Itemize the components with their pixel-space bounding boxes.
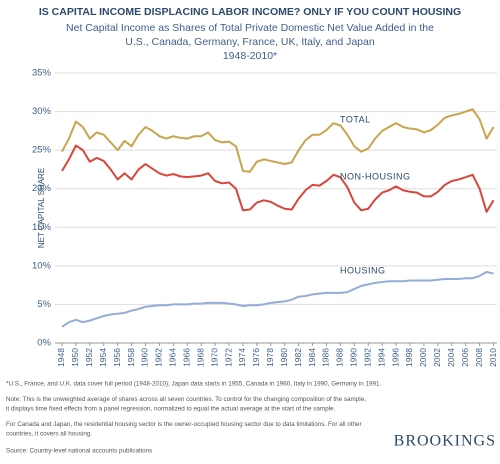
series-line (61, 108, 495, 173)
y-tick-label: 10% (32, 260, 52, 271)
x-tick-label: 1982 (293, 348, 303, 367)
x-tick-label: 2006 (460, 348, 470, 367)
x-tick-label: 1958 (126, 348, 136, 367)
y-tick-label: 20% (32, 183, 52, 194)
footnote: *U.S., France, and U.K. data cover full … (6, 381, 381, 388)
x-tick-label: 1976 (251, 348, 261, 367)
x-tick-label: 1978 (265, 348, 275, 367)
x-tick-label: 1990 (349, 348, 359, 367)
x-tick-label: 1988 (335, 348, 345, 367)
x-tick-label: 1948 (56, 348, 66, 367)
x-tick-label: 1962 (154, 348, 164, 367)
footnote: Note: This is the unweighted average of … (6, 396, 366, 403)
x-tick-label: 1984 (307, 348, 317, 367)
x-tick-label: 1964 (168, 348, 178, 367)
x-tick-label: 1956 (112, 348, 122, 367)
y-tick-label: 0% (37, 338, 51, 349)
x-tick-label: 2000 (418, 348, 428, 367)
x-tick-label: 2008 (474, 348, 484, 367)
y-tick-label: 15% (32, 222, 52, 233)
y-tick-label: 5% (37, 299, 51, 310)
x-tick-label: 1998 (404, 348, 414, 367)
x-tick-label: 1994 (376, 348, 386, 367)
subtitle: U.S., Canada, Germany, France, UK, Italy… (125, 36, 375, 48)
x-tick-label: 1968 (195, 348, 205, 367)
y-tick-label: 35% (32, 68, 52, 79)
series-label: HOUSING (340, 265, 386, 275)
x-tick-label: 1960 (140, 348, 150, 367)
x-tick-label: 1950 (70, 348, 80, 367)
y-tick-label: 25% (32, 145, 52, 156)
x-tick-label: 1992 (362, 348, 372, 367)
chart-title: IS CAPITAL INCOME DISPLACING LABOR INCOM… (39, 6, 461, 18)
x-tick-label: 2004 (446, 348, 456, 367)
x-tick-label: 1974 (237, 348, 247, 367)
y-tick-label: 30% (32, 106, 52, 117)
x-tick-label: 2002 (432, 348, 442, 367)
x-tick-label: 1970 (209, 348, 219, 367)
footnote: it displays time fixed effects from a pa… (6, 406, 335, 413)
x-tick-label: 2010 (488, 348, 498, 367)
x-tick-label: 1996 (390, 348, 400, 367)
x-tick-label: 1966 (182, 348, 192, 367)
x-tick-label: 1980 (279, 348, 289, 367)
x-tick-label: 1986 (321, 348, 331, 367)
x-tick-label: 1972 (223, 348, 233, 367)
x-tick-label: 1952 (84, 348, 94, 367)
y-axis-label: NET CAPITAL SHARE (37, 168, 46, 248)
footnote: countries, it covers all housing. (6, 431, 92, 438)
subtitle: Net Capital Income as Shares of Total Pr… (66, 22, 434, 34)
subtitle: 1948-2010* (223, 50, 277, 62)
x-tick-label: 1954 (98, 348, 108, 367)
logo: BROOKINGS (394, 433, 496, 450)
series-label: NON-HOUSING (340, 171, 411, 181)
series-label: TOTAL (340, 114, 371, 124)
footnote: For Canada and Japan, the residential ho… (6, 421, 362, 428)
series-line (61, 144, 495, 213)
series-line (61, 271, 494, 328)
source: Source: Country-level national accounts … (6, 448, 152, 455)
